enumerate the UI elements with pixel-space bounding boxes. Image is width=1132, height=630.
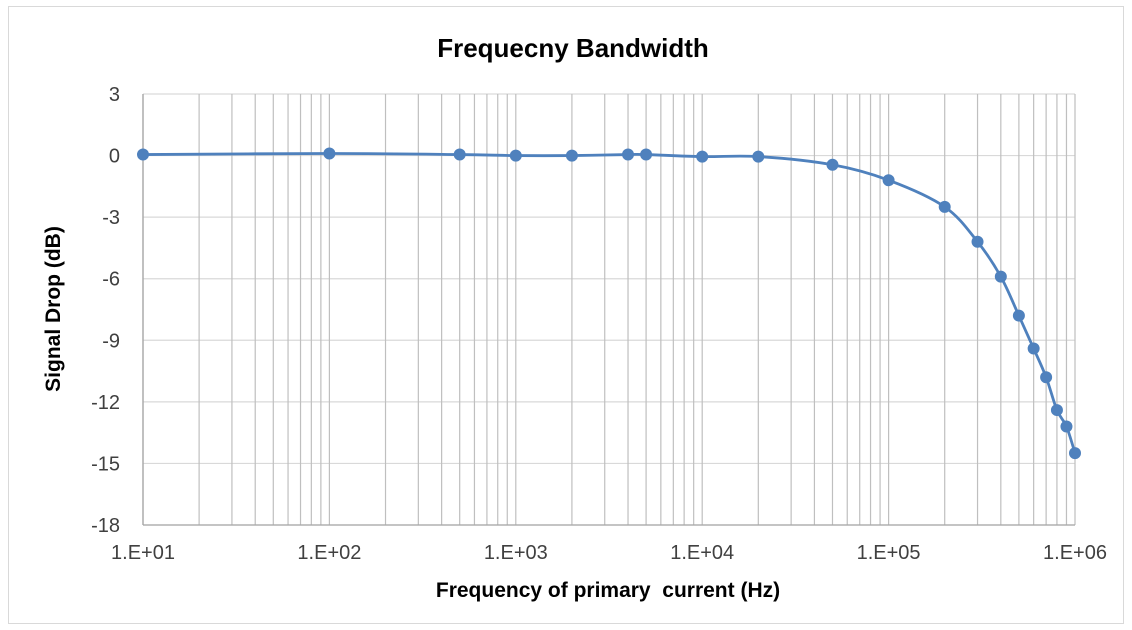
x-axis-title: Frequency of primary current (Hz) [436, 579, 780, 602]
y-tick-label: -3 [102, 207, 120, 229]
y-tick-label: -12 [91, 392, 120, 414]
data-series [137, 147, 1081, 460]
y-axis-title: Signal Drop (dB) [42, 226, 65, 392]
data-point [938, 200, 951, 213]
series-line [142, 152, 1077, 454]
x-tick-labels: 1.E+01 1.E+02 1.E+03 1.E+04 1.E+05 1.E+06 [111, 542, 1107, 564]
data-point [1060, 420, 1073, 433]
data-point [1069, 447, 1081, 460]
x-tick-label: 1.E+06 [1043, 542, 1107, 564]
x-tick-label: 1.E+03 [484, 542, 548, 564]
y-tick-label: -6 [102, 269, 120, 291]
axes [142, 94, 1075, 526]
data-point [509, 149, 522, 162]
data-point [323, 147, 336, 160]
y-tick-labels: 3 0 -3 -6 -9 -12 -15 -18 [91, 84, 120, 537]
data-point [622, 148, 635, 161]
y-tick-label: -18 [91, 515, 120, 537]
x-tick-label: 1.E+04 [670, 542, 734, 564]
data-point [565, 149, 578, 162]
data-point [1050, 404, 1063, 417]
data-point [1012, 309, 1025, 322]
chart-title: Frequecny Bandwidth [437, 33, 709, 63]
data-point [826, 158, 839, 171]
data-point [696, 150, 709, 163]
y-tick-label: 0 [109, 146, 120, 168]
x-tick-label: 1.E+05 [857, 542, 921, 564]
data-point [640, 148, 653, 161]
data-point [1040, 371, 1053, 384]
x-tick-label: 1.E+02 [297, 542, 361, 564]
data-point [752, 150, 765, 163]
y-tick-label: -15 [91, 453, 120, 475]
x-tick-label: 1.E+01 [111, 542, 175, 564]
data-point [994, 270, 1007, 283]
y-tick-label: 3 [109, 84, 120, 106]
gridlines [142, 93, 1076, 526]
data-point [453, 148, 466, 161]
data-point [971, 235, 984, 248]
data-point [1027, 342, 1040, 355]
y-tick-label: -9 [102, 330, 120, 352]
chart-frame [8, 6, 1124, 624]
data-point [882, 174, 895, 187]
data-point [137, 148, 149, 161]
